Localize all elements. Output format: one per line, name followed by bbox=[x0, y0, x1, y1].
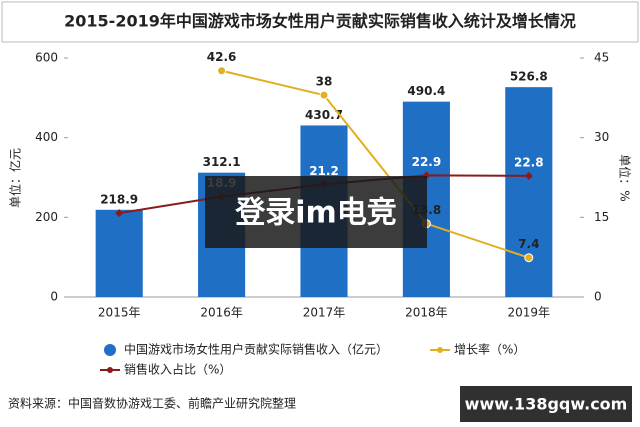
y-tick-label: 400 bbox=[35, 130, 58, 144]
data-label: 21.2 bbox=[309, 164, 339, 178]
data-label: 22.9 bbox=[412, 155, 442, 169]
y-tick-label: 0 bbox=[50, 290, 58, 304]
data-label: 22.8 bbox=[514, 155, 544, 169]
data-label: 526.8 bbox=[510, 70, 548, 84]
data-label: 312.1 bbox=[203, 155, 241, 169]
data-label: 7.4 bbox=[518, 237, 539, 251]
overlay-text: 登录im电竞 bbox=[234, 196, 397, 231]
legend-label: 中国游戏市场女性用户贡献实际销售收入（亿元） bbox=[124, 342, 388, 357]
x-tick-label: 2015年 bbox=[98, 306, 141, 320]
y2-tick-label: 0 bbox=[594, 290, 602, 304]
data-label: 490.4 bbox=[407, 84, 445, 98]
legend-swatch bbox=[104, 344, 116, 356]
legend-label: 销售收入占比（%） bbox=[124, 362, 231, 377]
y2-tick-label: 15 bbox=[594, 210, 609, 224]
point bbox=[319, 90, 329, 100]
legend-label: 增长率（%） bbox=[454, 342, 525, 357]
x-tick-label: 2019年 bbox=[508, 306, 551, 320]
data-label: 42.6 bbox=[207, 50, 237, 64]
y2-tick-label: 45 bbox=[594, 51, 609, 65]
title-box bbox=[1, 1, 639, 43]
x-tick-label: 2016年 bbox=[200, 306, 243, 320]
y2-tick-label: 30 bbox=[594, 130, 609, 144]
y-axis-label: 单位：亿元 bbox=[8, 148, 23, 208]
y-tick-label: 200 bbox=[35, 210, 58, 224]
overlay-banner bbox=[460, 386, 632, 422]
point bbox=[115, 209, 124, 218]
data-label: 38 bbox=[316, 75, 333, 89]
legend-swatch bbox=[107, 367, 113, 373]
line bbox=[221, 69, 530, 259]
x-tick-label: 2018年 bbox=[405, 306, 448, 320]
point bbox=[217, 66, 227, 76]
legend-swatch bbox=[437, 347, 443, 353]
point bbox=[524, 253, 534, 263]
bar bbox=[505, 87, 553, 298]
source: 资料来源：中国音数协游戏工委、前瞻产业研究院整理 bbox=[8, 396, 296, 411]
y2-axis-label: 单位：% bbox=[618, 154, 633, 201]
bar bbox=[95, 209, 143, 297]
y-tick-label: 600 bbox=[35, 51, 58, 65]
overlay-banner bbox=[205, 176, 427, 248]
data-label: 218.9 bbox=[100, 192, 138, 206]
point bbox=[524, 171, 533, 180]
overlay-text: www.138gqw.com bbox=[465, 395, 628, 414]
data-label: 430.7 bbox=[305, 108, 343, 122]
x-tick-label: 2017年 bbox=[303, 306, 346, 320]
chart-title: 2015-2019年中国游戏市场女性用户贡献实际销售收入统计及增长情况 bbox=[64, 12, 576, 31]
